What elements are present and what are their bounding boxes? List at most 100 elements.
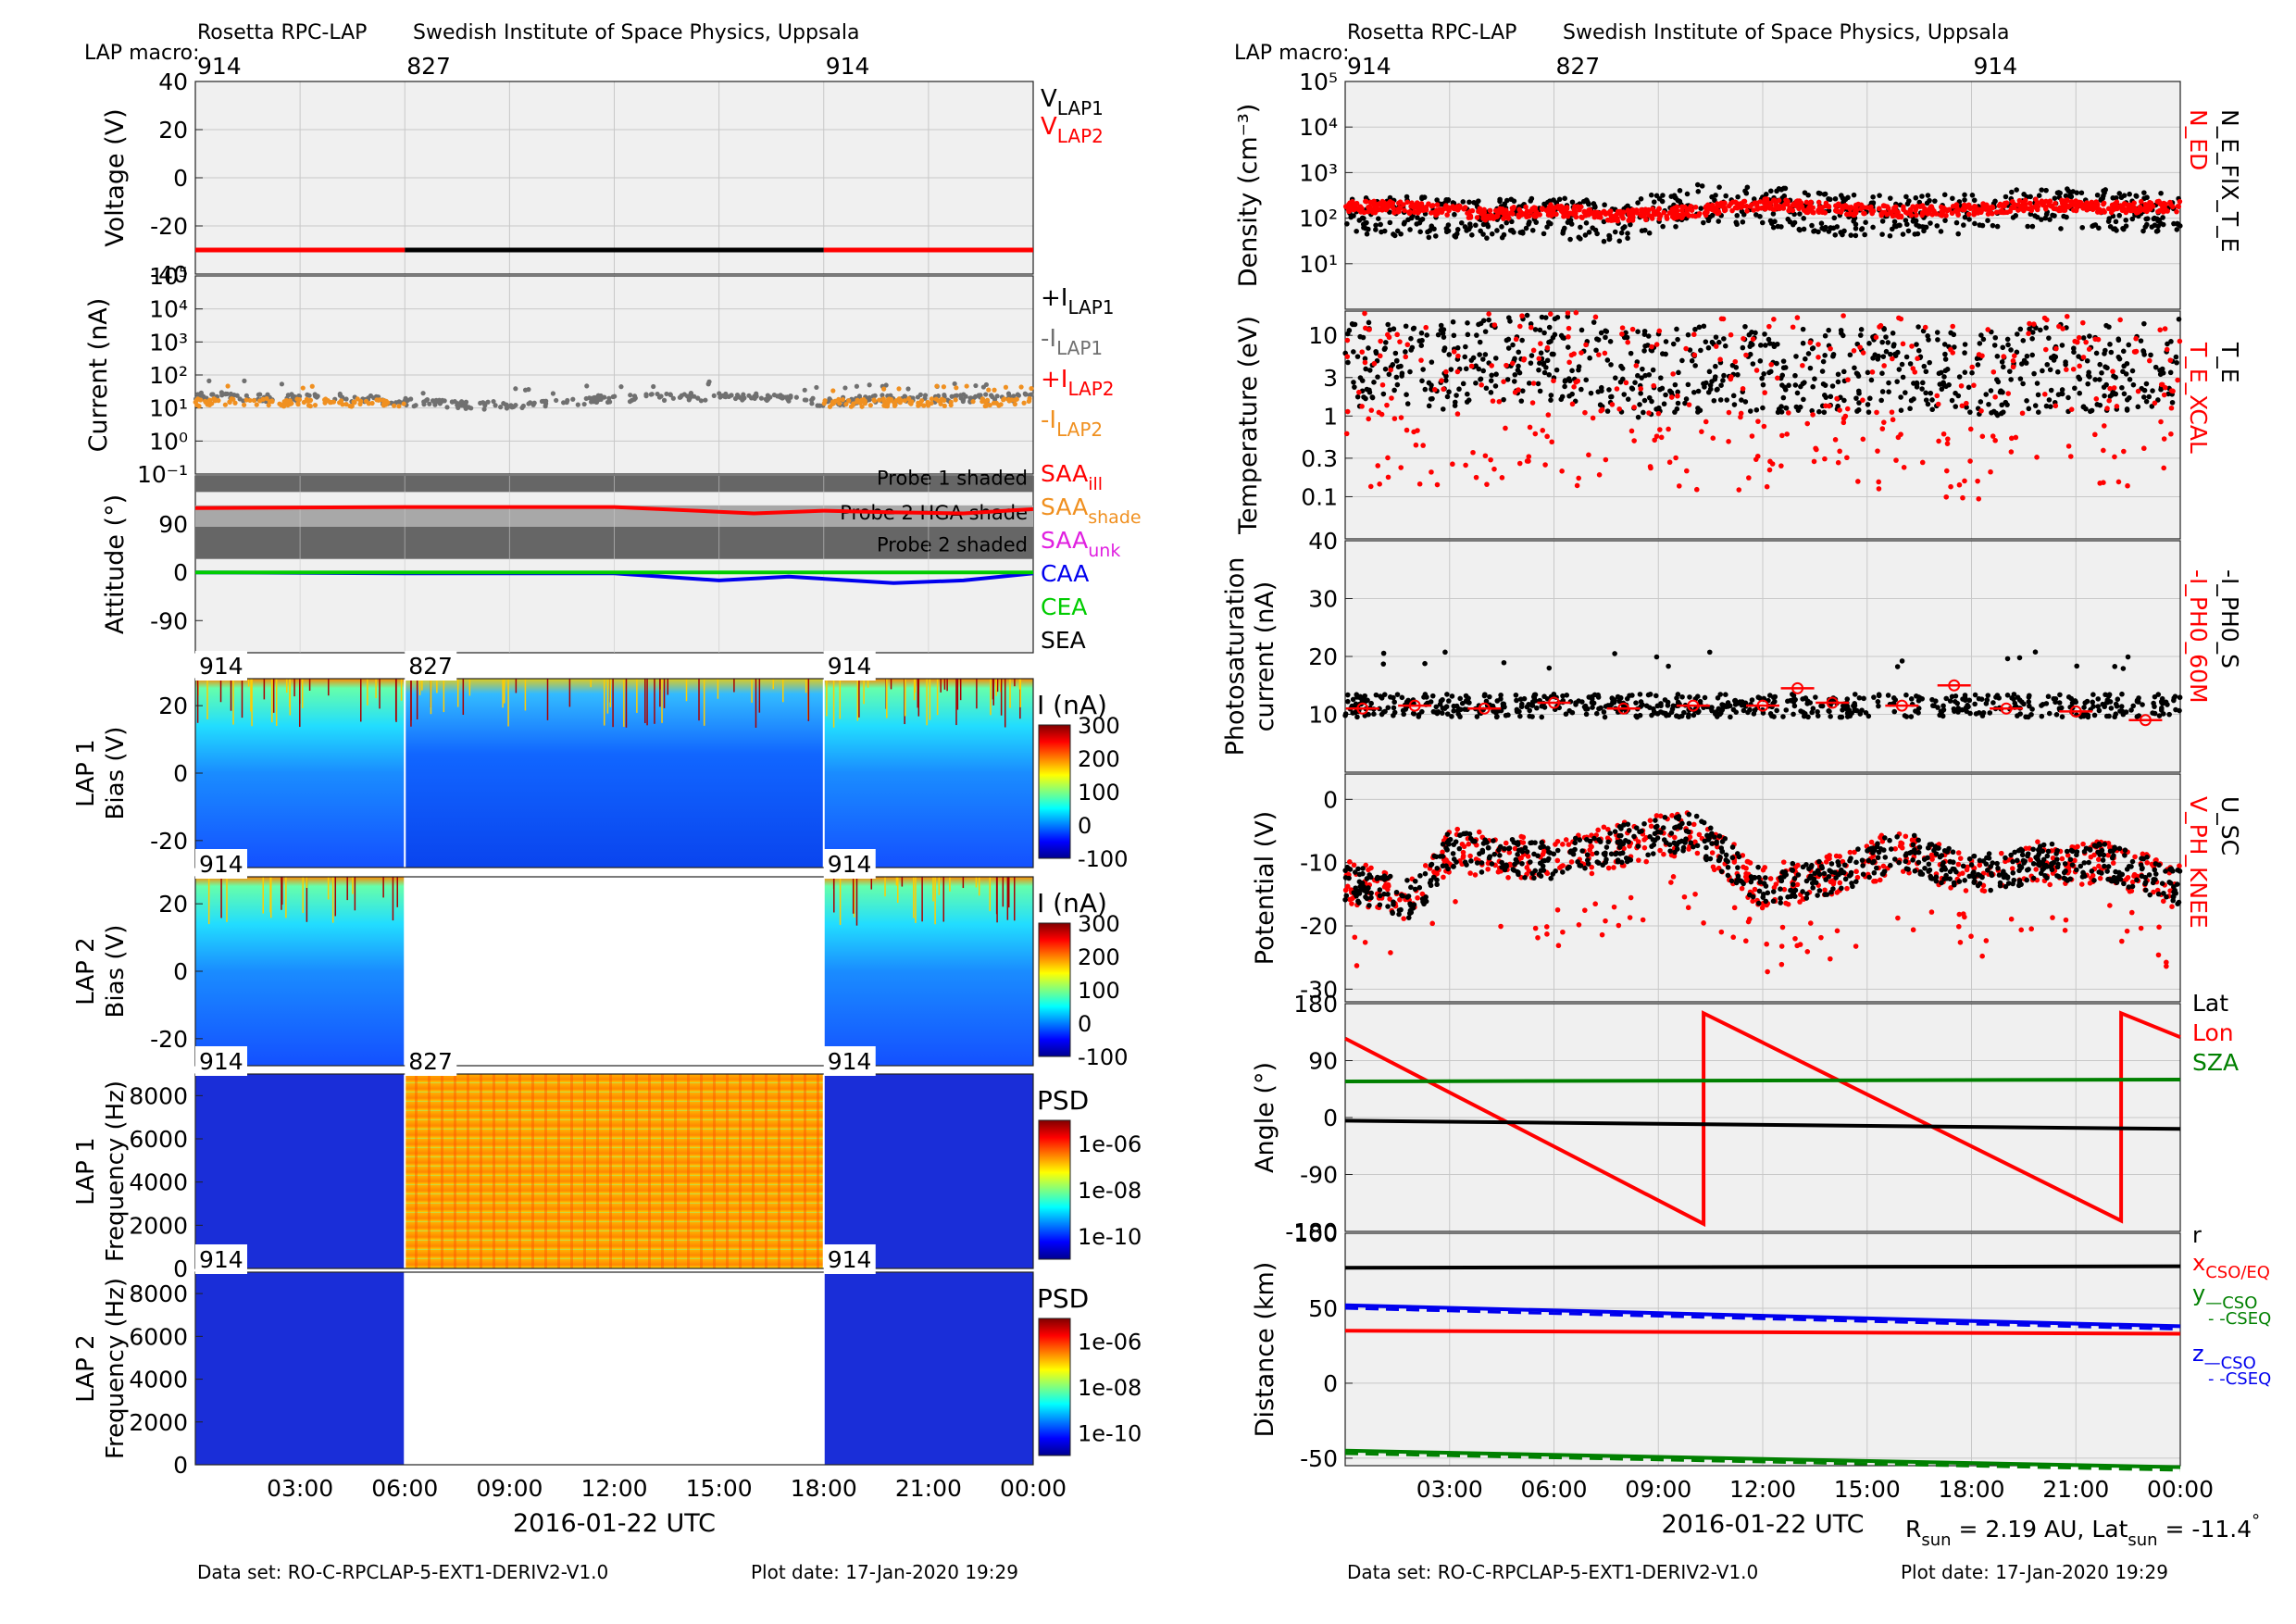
data-point <box>1703 205 1709 211</box>
data-point <box>2075 843 2080 850</box>
data-point <box>1813 445 1818 452</box>
data-point <box>2173 706 2178 713</box>
data-point <box>2108 349 2115 356</box>
data-point <box>1589 864 1595 870</box>
data-point <box>1530 381 1537 386</box>
data-point <box>1998 388 2004 394</box>
data-point <box>1517 713 1523 719</box>
data-point <box>1911 396 1916 402</box>
y-tick-label: 10² <box>1299 206 1338 232</box>
data-point <box>1778 224 1784 230</box>
data-point <box>1756 699 1769 712</box>
data-point <box>793 394 799 400</box>
data-point <box>1517 230 1524 235</box>
data-point <box>1351 213 1356 219</box>
data-point <box>2039 713 2045 719</box>
data-point <box>881 386 887 392</box>
data-point <box>1726 409 1732 416</box>
data-point <box>2116 191 2123 196</box>
data-point <box>2114 703 2120 709</box>
data-point <box>1578 386 1584 393</box>
data-point <box>1426 201 1431 206</box>
data-point <box>732 395 739 402</box>
data-point <box>1890 695 1897 701</box>
macro-value: 914 <box>826 53 870 80</box>
data-point <box>1753 330 1758 336</box>
data-point <box>1593 710 1600 717</box>
data-point <box>867 403 873 408</box>
data-point <box>2029 223 2036 230</box>
data-point <box>2022 205 2028 211</box>
data-point <box>1952 344 1957 350</box>
data-point <box>1969 364 1976 370</box>
data-point <box>994 394 1000 399</box>
data-point <box>1834 395 1840 402</box>
data-point <box>285 402 291 408</box>
data-point <box>210 392 216 397</box>
data-point <box>1942 356 1949 362</box>
data-point <box>1559 468 1565 474</box>
data-point <box>1760 710 1766 716</box>
data-point <box>2024 397 2029 404</box>
data-point <box>1853 225 1859 231</box>
data-point <box>1770 342 1777 347</box>
data-point <box>526 401 531 406</box>
data-point <box>1929 696 1935 703</box>
data-point <box>1454 703 1460 709</box>
data-point <box>1903 833 1909 840</box>
data-point <box>1769 220 1775 227</box>
data-point <box>1628 428 1635 434</box>
data-point <box>1780 859 1787 865</box>
data-point <box>2059 343 2065 348</box>
data-point <box>1422 692 1429 697</box>
macro-box <box>195 1046 247 1076</box>
data-point <box>1986 401 1991 407</box>
data-point <box>1489 231 1495 237</box>
data-point <box>1537 212 1542 218</box>
macro-value: 827 <box>406 53 451 80</box>
data-point <box>1757 213 1763 219</box>
data-point <box>2094 202 2101 208</box>
data-point <box>1578 327 1585 333</box>
data-point <box>758 395 764 401</box>
data-point <box>2065 394 2071 401</box>
data-point <box>2086 346 2092 352</box>
data-point <box>1919 459 1926 466</box>
data-point <box>1440 849 1445 856</box>
data-point <box>2110 369 2115 374</box>
data-point <box>1641 348 1647 354</box>
data-point <box>1960 206 1965 213</box>
data-point <box>1544 357 1551 364</box>
data-point <box>1426 380 1432 386</box>
data-point <box>2045 693 2052 700</box>
data-point <box>1596 471 1603 478</box>
data-point <box>1956 481 1963 488</box>
data-point <box>596 397 602 403</box>
data-point <box>1890 226 1895 232</box>
data-point <box>1604 357 1611 363</box>
data-point <box>1792 382 1799 388</box>
data-point <box>1683 345 1689 352</box>
data-point <box>2032 213 2038 219</box>
data-point <box>1834 224 1841 230</box>
data-point <box>1980 710 1987 716</box>
data-point <box>1581 704 1588 710</box>
data-point <box>1935 337 1940 343</box>
data-point <box>2035 409 2041 416</box>
data-point <box>1532 431 1539 437</box>
data-point <box>478 400 483 406</box>
data-point <box>1928 390 1934 396</box>
x-tick-label: 21:00 <box>895 1475 962 1502</box>
data-point <box>1519 337 1525 344</box>
data-point <box>1448 367 1454 372</box>
data-point <box>1652 437 1657 443</box>
data-point <box>1582 409 1588 416</box>
heatmap-block <box>405 1074 824 1268</box>
data-point <box>1841 204 1847 210</box>
data-point <box>1451 349 1457 355</box>
data-point <box>2027 320 2032 327</box>
data-point <box>1529 227 1536 233</box>
data-point <box>1762 331 1767 337</box>
data-point <box>1744 184 1751 191</box>
